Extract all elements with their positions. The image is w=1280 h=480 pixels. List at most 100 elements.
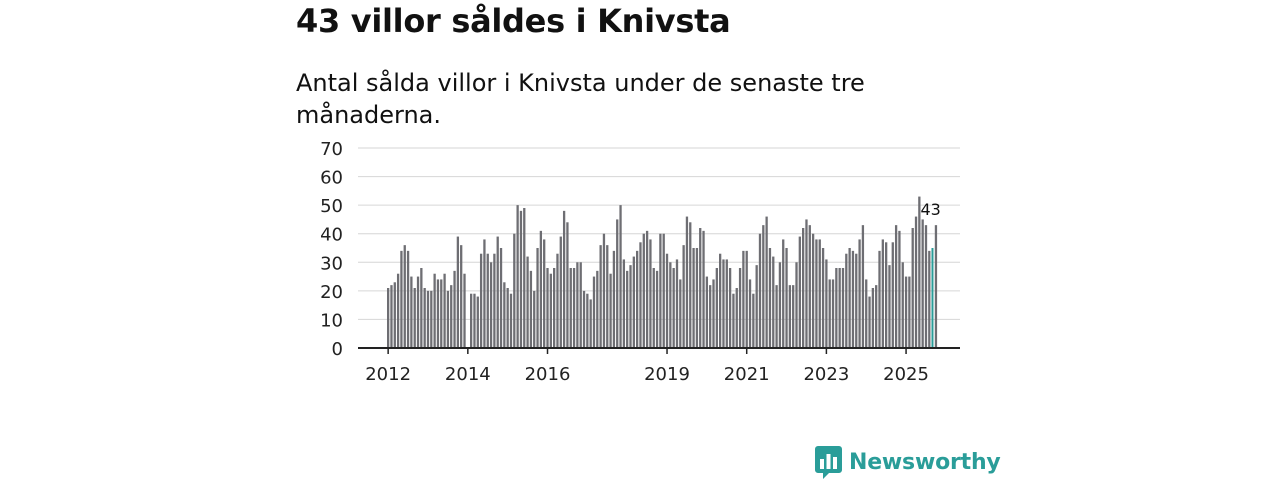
bar — [838, 268, 841, 348]
bar — [742, 250, 745, 348]
bars — [387, 196, 938, 348]
bar — [808, 225, 811, 348]
x-tick-label: 2019 — [644, 364, 690, 385]
bar — [685, 216, 689, 348]
bar — [785, 248, 788, 348]
bar — [476, 296, 479, 348]
bar — [503, 282, 506, 348]
bar — [556, 253, 559, 348]
bar — [599, 245, 602, 348]
bar — [792, 285, 795, 348]
x-tick-label: 2016 — [525, 364, 571, 385]
bar — [645, 230, 649, 348]
bar — [934, 225, 938, 348]
bar — [456, 236, 460, 348]
x-axis — [358, 347, 960, 354]
highlight-value-label: 43 — [920, 200, 940, 219]
bar — [828, 279, 831, 348]
bar — [871, 288, 875, 348]
bar — [835, 268, 838, 348]
bar — [576, 262, 579, 348]
bar — [861, 225, 865, 348]
bar — [489, 262, 493, 348]
bar — [748, 279, 752, 348]
bar — [423, 288, 426, 348]
bar — [410, 276, 413, 348]
bar — [695, 248, 699, 348]
bar — [393, 282, 396, 348]
y-tick-label: 30 — [320, 253, 343, 274]
bar — [659, 233, 662, 348]
bar — [652, 268, 655, 348]
bar — [811, 233, 815, 348]
bar — [479, 253, 483, 348]
bar — [549, 273, 552, 348]
bar — [642, 233, 645, 348]
bar — [463, 273, 466, 348]
bar — [602, 233, 606, 348]
bar — [416, 276, 420, 348]
bar — [662, 233, 665, 348]
bar — [818, 239, 821, 348]
y-tick-label: 70 — [320, 139, 343, 160]
bar — [589, 299, 592, 348]
bar — [775, 285, 778, 348]
bar — [715, 268, 718, 348]
bar — [888, 265, 891, 348]
bar — [782, 239, 785, 348]
bar — [572, 268, 576, 348]
bar — [470, 293, 473, 348]
bar — [805, 219, 808, 348]
bar — [387, 288, 390, 348]
x-axis-labels: 2012 2014 2016 2019 2021 2023 2025 — [365, 364, 929, 385]
bar — [636, 250, 639, 348]
bar — [612, 250, 616, 348]
bar — [928, 250, 931, 348]
bar — [403, 245, 406, 348]
bar — [891, 242, 894, 348]
bar — [559, 236, 562, 348]
bar-chart-logo-icon — [815, 446, 842, 479]
bar — [426, 290, 430, 348]
bar — [506, 288, 509, 348]
bar — [523, 208, 526, 348]
bar — [536, 248, 539, 348]
bar — [483, 239, 486, 348]
bar — [672, 268, 675, 348]
bar — [851, 250, 855, 348]
bar — [885, 242, 888, 348]
bar — [722, 259, 725, 348]
bar — [765, 216, 768, 348]
bar — [738, 268, 742, 348]
bar — [579, 262, 582, 348]
y-tick-label: 40 — [320, 225, 343, 246]
bar — [430, 290, 433, 348]
chart-subtitle: Antal sålda villor i Knivsta under de se… — [296, 69, 865, 129]
bar — [592, 276, 596, 348]
bar — [546, 268, 549, 348]
bar — [745, 250, 748, 348]
bar — [539, 230, 543, 348]
bar — [898, 230, 901, 348]
bar — [486, 253, 489, 348]
bar — [509, 293, 513, 348]
bar — [855, 253, 858, 348]
bar — [390, 285, 393, 348]
bar — [699, 228, 702, 348]
bar — [526, 256, 529, 348]
bar — [901, 262, 904, 348]
bar — [848, 248, 851, 348]
bar — [440, 279, 443, 348]
bar — [815, 239, 818, 348]
bar — [596, 270, 599, 348]
bar — [921, 219, 924, 348]
bar — [679, 279, 682, 348]
bar — [725, 259, 728, 348]
bar — [755, 265, 758, 348]
bar — [553, 268, 556, 348]
bar — [446, 290, 450, 348]
bar — [453, 270, 456, 348]
bar — [675, 259, 679, 348]
bar — [655, 270, 659, 348]
